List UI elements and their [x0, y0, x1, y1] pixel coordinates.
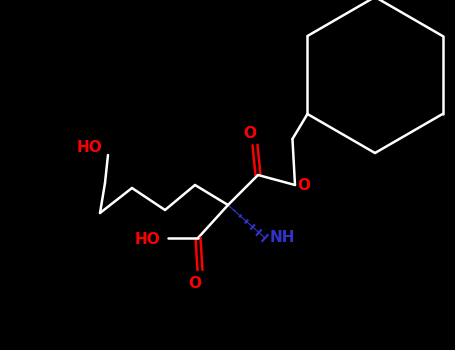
Text: HO: HO — [77, 140, 103, 154]
Text: O: O — [243, 126, 257, 140]
Text: O: O — [297, 178, 310, 194]
Text: HO: HO — [135, 232, 161, 247]
Text: O: O — [188, 275, 202, 290]
Text: NH: NH — [270, 231, 295, 245]
